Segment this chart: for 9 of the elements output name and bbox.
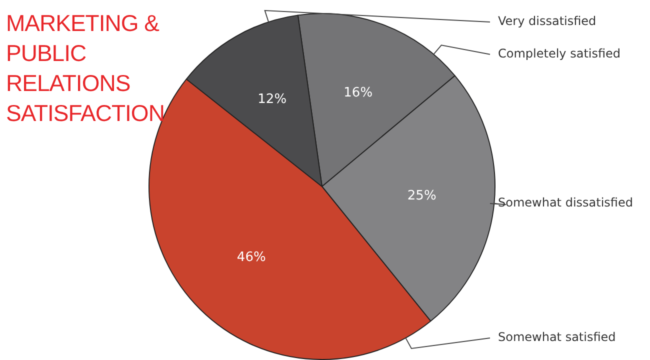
slice-label: Somewhat dissatisfied [498,196,633,210]
slice-label: Completely satisfied [498,46,621,60]
data-label: 25% [407,188,436,204]
text: MARKETING & PUBLIC RELATIONS SATISFACTION [6,9,166,128]
slice-label: Very dissatisfied [498,14,596,28]
data-label: 46% [236,250,266,266]
data-label: 12% [258,92,287,107]
slice-label: Somewhat satisfied [498,330,616,344]
data-label: 16% [344,85,373,100]
